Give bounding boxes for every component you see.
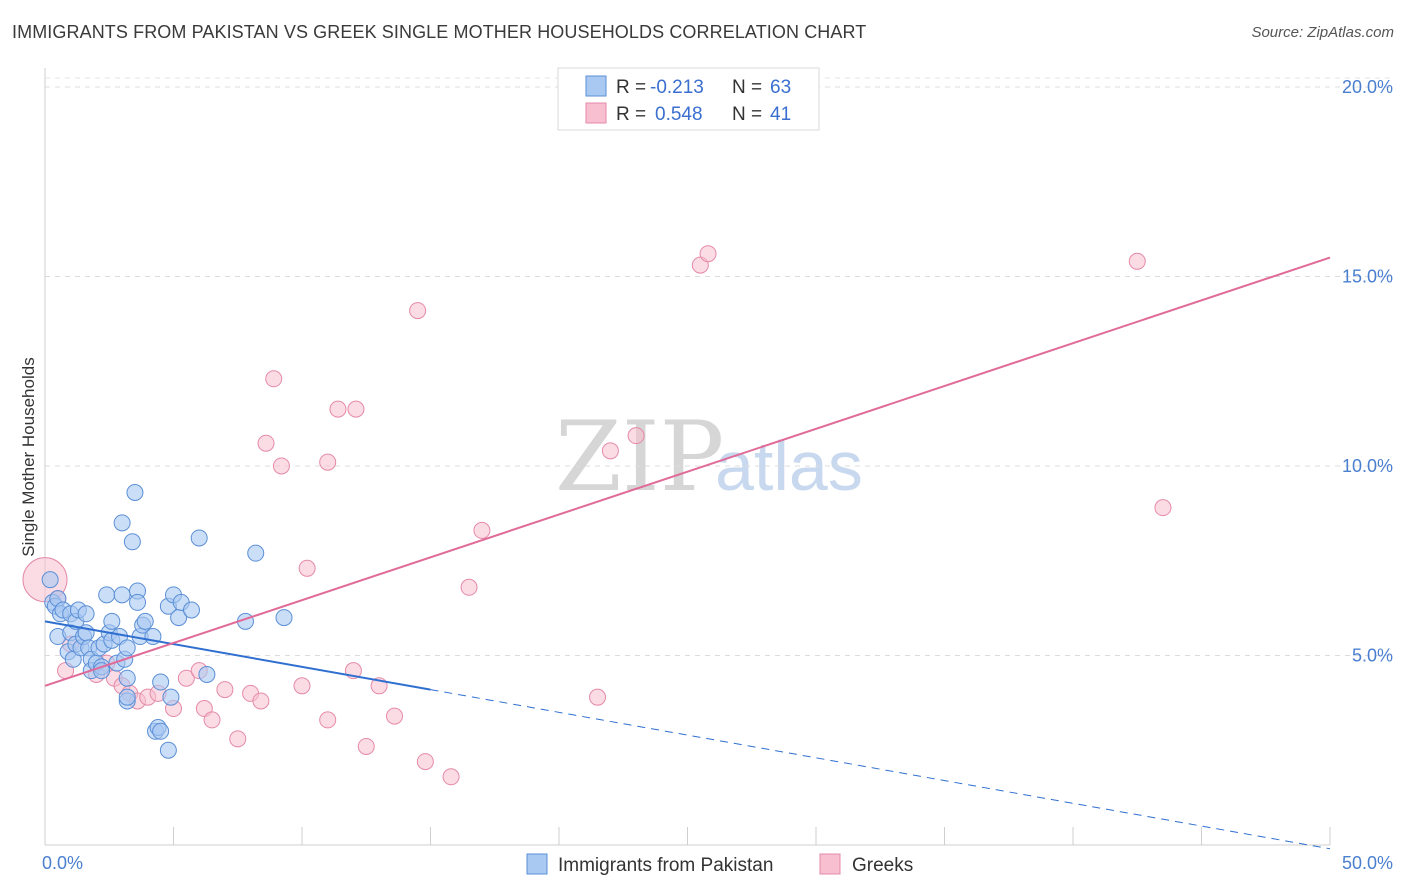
bottom-legend-label-greeks: Greeks xyxy=(852,855,913,876)
axes xyxy=(44,68,1331,846)
greeks-point xyxy=(1154,499,1172,517)
greeks-point xyxy=(1128,252,1146,270)
greeks-point xyxy=(203,711,221,729)
legend-n-label-2: N = xyxy=(732,104,762,125)
greeks-point xyxy=(473,521,491,539)
watermark-zip: ZIP xyxy=(555,401,724,513)
greeks-point xyxy=(298,559,316,577)
greeks-point xyxy=(257,434,275,452)
pakistan-point xyxy=(126,484,144,502)
greeks-point xyxy=(442,768,460,786)
greeks-trend-line xyxy=(44,256,1331,687)
pakistan-point xyxy=(275,609,293,627)
pakistan-point xyxy=(129,593,147,611)
stats-legend: R = -0.213 N = 63 R = 0.548 N = 41 xyxy=(557,67,820,131)
tick-labels: 5.0% 10.0% 15.0% 20.0% 0.0% 50.0% xyxy=(42,77,1393,873)
x-tick-label-min: 0.0% xyxy=(42,853,83,873)
legend-r-label-2: R = xyxy=(616,104,646,125)
pakistan-point xyxy=(198,665,216,683)
greeks-point xyxy=(216,681,234,699)
greeks-point xyxy=(601,442,619,460)
pakistan-point xyxy=(118,639,136,657)
pakistan-point xyxy=(41,571,59,589)
bottom-legend-swatch-greeks xyxy=(819,853,841,875)
greeks-point xyxy=(416,753,434,771)
pakistan-trend-line xyxy=(44,620,431,691)
y-tick-label: 5.0% xyxy=(1352,645,1393,665)
legend-r-value-1: -0.213 xyxy=(650,77,704,98)
greeks-point xyxy=(386,707,404,725)
greeks-point xyxy=(252,692,270,710)
pakistan-point xyxy=(113,514,131,532)
greeks-point xyxy=(627,427,645,445)
pakistan-point xyxy=(98,586,116,604)
legend-n-value-2: 41 xyxy=(770,104,791,125)
pakistan-point xyxy=(247,544,265,562)
greeks-point xyxy=(347,400,365,418)
bottom-legend-swatch-pakistan xyxy=(526,853,548,875)
trend-lines xyxy=(44,256,1331,850)
bottom-legend-label-pakistan: Immigrants from Pakistan xyxy=(558,855,773,876)
greeks-point xyxy=(460,578,478,596)
chart-title: IMMIGRANTS FROM PAKISTAN VS GREEK SINGLE… xyxy=(12,22,867,42)
pakistan-point xyxy=(136,612,154,630)
greeks-points xyxy=(22,245,1172,786)
greeks-point xyxy=(272,457,290,475)
pakistan-point xyxy=(77,605,95,623)
y-tick-label: 10.0% xyxy=(1342,456,1393,476)
greeks-point xyxy=(409,302,427,320)
greeks-point xyxy=(329,400,347,418)
pakistan-point xyxy=(118,669,136,687)
series-legend: Immigrants from Pakistan Greeks xyxy=(526,853,913,876)
y-axis-label: Single Mother Households xyxy=(19,357,38,556)
pakistan-point xyxy=(190,529,208,547)
legend-swatch-greeks xyxy=(585,102,607,124)
y-tick-label: 20.0% xyxy=(1342,77,1393,97)
pakistan-point xyxy=(162,688,180,706)
pakistan-point xyxy=(103,612,121,630)
pakistan-points xyxy=(41,484,293,759)
greeks-point xyxy=(293,677,311,695)
pakistan-point xyxy=(152,673,170,691)
greeks-point xyxy=(229,730,247,748)
pakistan-point xyxy=(113,586,131,604)
legend-r-label-1: R = xyxy=(616,77,646,98)
source-credit: Source: ZipAtlas.com xyxy=(1251,24,1394,41)
greeks-point xyxy=(589,688,607,706)
pakistan-point xyxy=(159,741,177,759)
pakistan-point xyxy=(118,688,136,706)
legend-swatch-pakistan xyxy=(585,75,607,97)
legend-n-label-1: N = xyxy=(732,77,762,98)
gridlines xyxy=(45,77,1390,656)
pakistan-point xyxy=(182,601,200,619)
x-tick-label-max: 50.0% xyxy=(1342,853,1393,873)
legend-n-value-1: 63 xyxy=(770,77,791,98)
greeks-point xyxy=(319,711,337,729)
greeks-point xyxy=(177,669,195,687)
greeks-point xyxy=(357,737,375,755)
greeks-point xyxy=(265,370,283,388)
greeks-point xyxy=(699,245,717,263)
legend-r-value-2: 0.548 xyxy=(655,104,703,125)
pakistan-point xyxy=(123,533,141,551)
pakistan-point xyxy=(152,722,170,740)
y-tick-label: 15.0% xyxy=(1342,266,1393,286)
greeks-point xyxy=(319,453,337,471)
pakistan-trend-extension xyxy=(430,689,1331,850)
